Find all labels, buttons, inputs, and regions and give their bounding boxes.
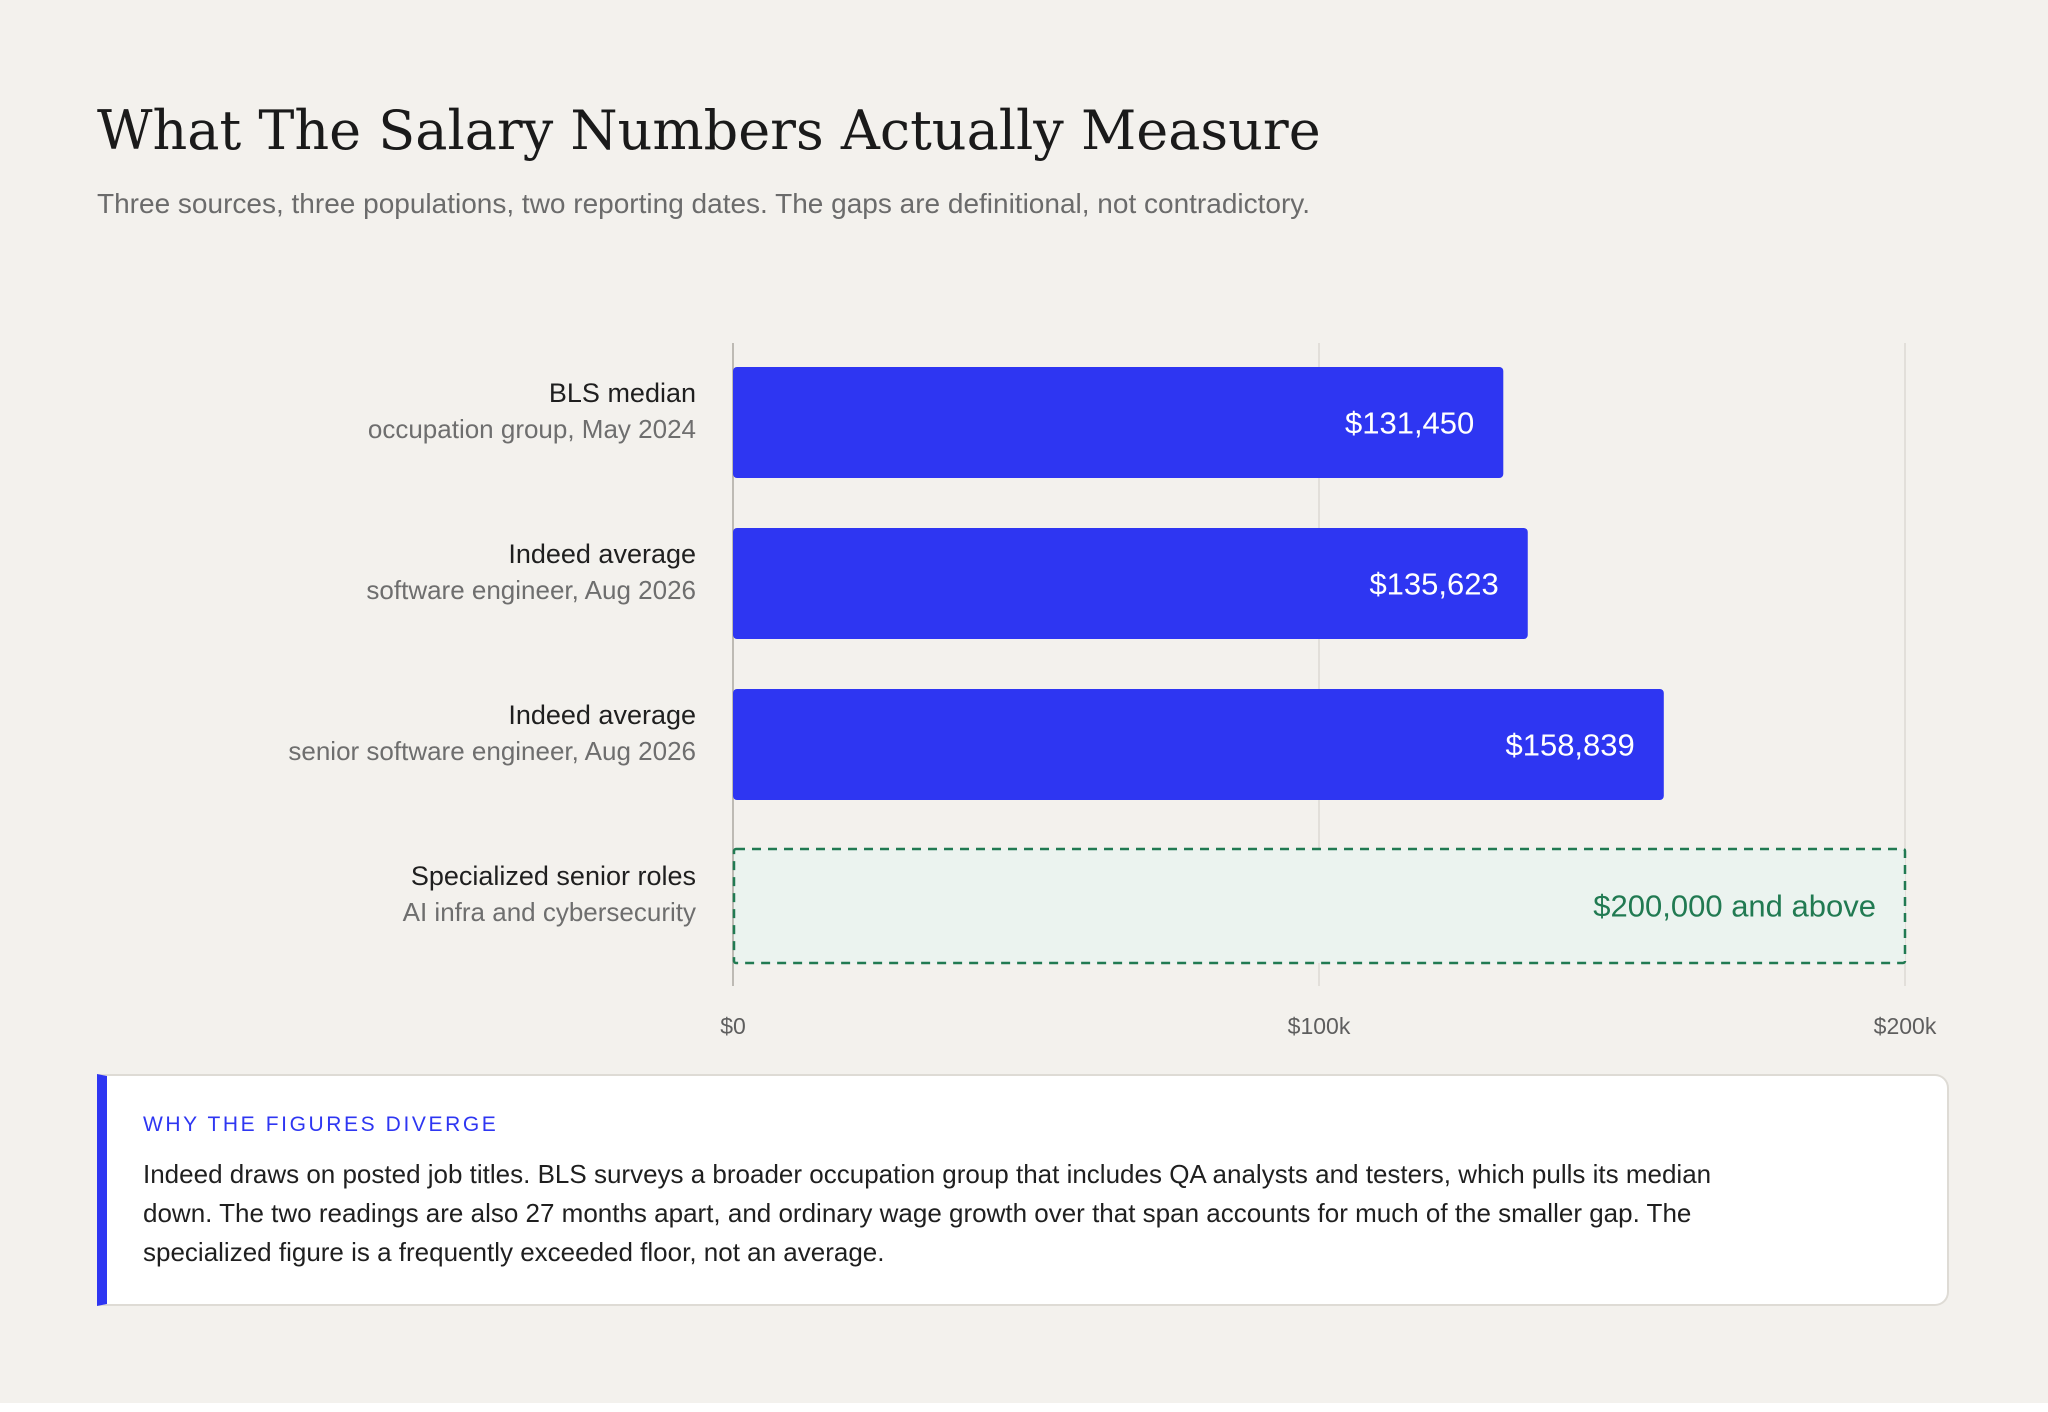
bar-2 bbox=[733, 689, 1664, 800]
chart-x-axis-ticks: $0 $100k $200k bbox=[720, 1013, 1937, 1039]
salary-bar-chart: $131,450 $135,623 $158,839 $200,000 and abo… bbox=[288, 343, 1937, 1039]
chart-category-labels: BLS median occupation group, May 2024 Inde… bbox=[288, 378, 696, 927]
bar-category-sublabel: occupation group, May 2024 bbox=[368, 414, 696, 444]
note-body: Indeed draws on posted job titles. BLS s… bbox=[143, 1159, 1712, 1267]
bar-category-sublabel: AI infra and cybersecurity bbox=[403, 897, 696, 927]
bar-category-label: BLS median bbox=[549, 378, 696, 408]
x-tick-label: $0 bbox=[720, 1013, 746, 1039]
page-title: What The Salary Numbers Actually Measure bbox=[97, 99, 1321, 162]
bar-category-sublabel: senior software engineer, Aug 2026 bbox=[288, 736, 696, 766]
bar-0 bbox=[733, 367, 1504, 478]
bar-value-label: $158,839 bbox=[1505, 728, 1634, 763]
bar-category-label: Specialized senior roles bbox=[411, 861, 696, 891]
bar-category-label: Indeed average bbox=[508, 700, 696, 730]
page-subtitle: Three sources, three populations, two re… bbox=[97, 188, 1310, 219]
bar-1 bbox=[733, 528, 1528, 639]
divergence-note-card: WHY THE FIGURES DIVERGE Indeed draws on … bbox=[97, 1074, 1949, 1306]
x-tick-label: $100k bbox=[1288, 1013, 1351, 1039]
x-tick-label: $200k bbox=[1874, 1013, 1937, 1039]
bar-category-sublabel: software engineer, Aug 2026 bbox=[366, 575, 696, 605]
bar-value-label: $131,450 bbox=[1345, 406, 1474, 441]
bar-specialized-floor bbox=[732, 847, 1907, 965]
bar-category-label: Indeed average bbox=[508, 539, 696, 569]
bar-value-label: $135,623 bbox=[1369, 567, 1498, 602]
bar-value-label: $200,000 and above bbox=[1593, 889, 1876, 924]
chart-bars: $131,450 $135,623 $158,839 $200,000 and abo… bbox=[732, 367, 1907, 965]
note-heading: WHY THE FIGURES DIVERGE bbox=[143, 1113, 499, 1136]
